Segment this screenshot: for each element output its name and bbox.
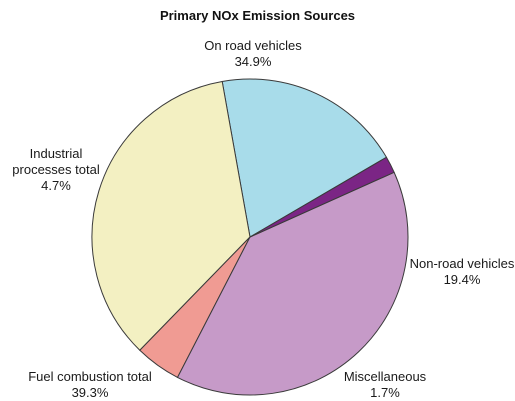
pie-slice-on-road-vehicles [91, 80, 251, 351]
pie-slices [91, 78, 409, 396]
pie-label-fuel-combustion-total: Fuel combustion total 39.3% [28, 369, 152, 400]
pie-label-name: Industrial [30, 146, 83, 161]
chart-title: Primary NOx Emission Sources [159, 8, 356, 23]
pie-slice-miscellaneous [249, 156, 395, 238]
pie-label-value: 19.4% [444, 272, 481, 287]
pie-label-value: 34.9% [235, 54, 272, 69]
pie-slice-fuel-combustion-total [176, 171, 409, 396]
pie-label-name: processes total [12, 162, 100, 177]
pie-slice-non-road-vehicles [221, 78, 388, 238]
pie-label-industrial-processes-total: Industrial processes total 4.7% [12, 146, 100, 193]
pie-label-name: Miscellaneous [344, 369, 427, 384]
pie-label-value: 39.3% [72, 385, 109, 400]
pie-label-value: 1.7% [370, 385, 400, 400]
pie-label-value: 4.7% [41, 178, 71, 193]
pie-label-non-road-vehicles: Non-road vehicles 19.4% [410, 256, 515, 287]
pie-label-name: Fuel combustion total [28, 369, 152, 384]
pie-label-miscellaneous: Miscellaneous 1.7% [344, 369, 427, 400]
pie-labels: Non-road vehicles 19.4% On road vehicles 34… [12, 38, 515, 400]
pie-label-name: On road vehicles [204, 38, 302, 53]
pie-label-name: Non-road vehicles [410, 256, 515, 271]
pie-label-on-road-vehicles: On road vehicles 34.9% [204, 38, 302, 69]
